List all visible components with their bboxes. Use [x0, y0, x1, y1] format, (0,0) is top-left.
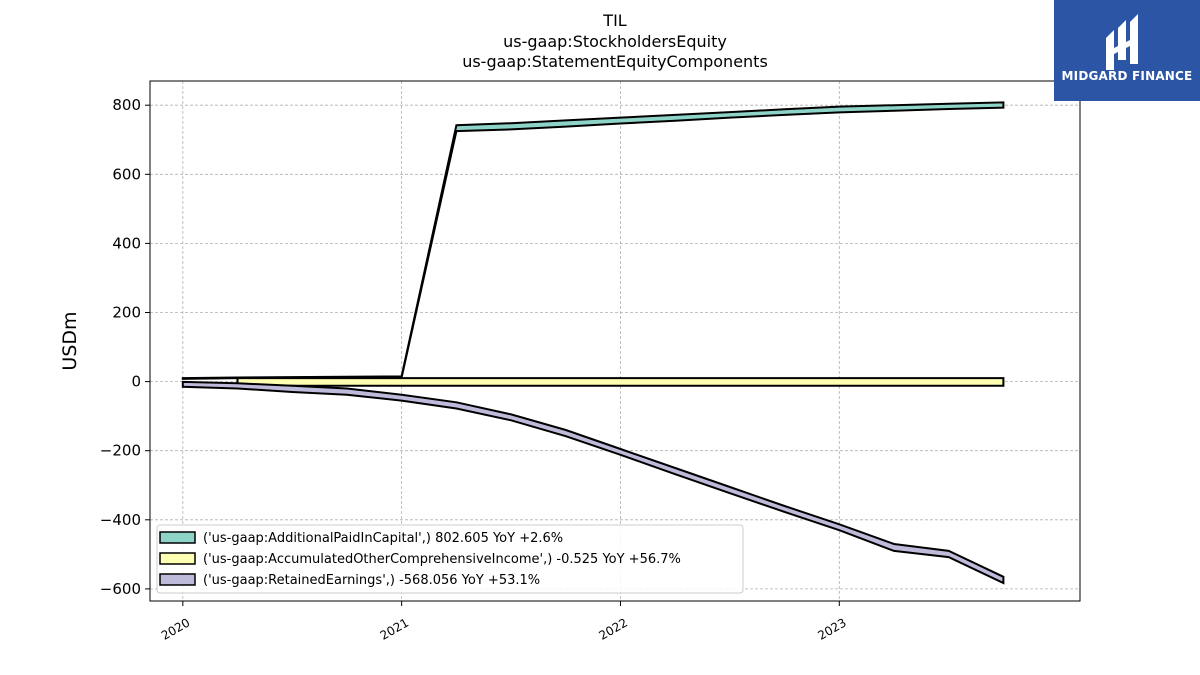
- legend-box: [156, 524, 744, 594]
- y-tick-label: 0: [131, 373, 141, 391]
- midgard-finance-logo: MIDGARD FINANCE: [1054, 0, 1200, 101]
- y-tick-label: 200: [112, 303, 141, 321]
- legend-label: ('us-gaap:AdditionalPaidInCapital',) 802…: [203, 531, 563, 546]
- midgard-logo-mark-icon: [1106, 14, 1138, 70]
- logo-text: MIDGARD FINANCE: [1061, 69, 1193, 83]
- y-axis-label: USDm: [59, 311, 81, 370]
- y-tick-label: 800: [112, 96, 141, 114]
- y-tick-label: −400: [100, 511, 141, 529]
- series-band-2: [181, 380, 1005, 585]
- series-band-1: [236, 377, 1005, 387]
- x-tick-label: 2023: [815, 615, 848, 642]
- chart-title-line-3: us-gaap:StatementEquityComponents: [462, 52, 768, 71]
- legend-swatch: [159, 573, 196, 586]
- legend-swatch: [159, 531, 196, 544]
- y-tick-label: 400: [112, 234, 141, 252]
- y-tick-label: 600: [112, 165, 141, 183]
- legend: ('us-gaap:AdditionalPaidInCapital',) 802…: [156, 524, 744, 594]
- y-tick-label: −600: [100, 580, 141, 598]
- chart-title-line-2: us-gaap:StockholdersEquity: [503, 32, 727, 51]
- legend-swatch: [159, 552, 196, 565]
- x-tick-label: 2022: [597, 615, 630, 642]
- x-tick-label: 2020: [159, 615, 192, 642]
- chart-title-line-1: TIL: [603, 11, 627, 30]
- y-tick-label: −200: [100, 442, 141, 460]
- series-band-0: [181, 101, 1005, 380]
- x-tick-label: 2021: [378, 615, 411, 642]
- plot-frame: [149, 80, 1081, 602]
- legend-label: ('us-gaap:AccumulatedOtherComprehensiveI…: [203, 552, 681, 567]
- legend-label: ('us-gaap:RetainedEarnings',) -568.056 Y…: [203, 573, 540, 588]
